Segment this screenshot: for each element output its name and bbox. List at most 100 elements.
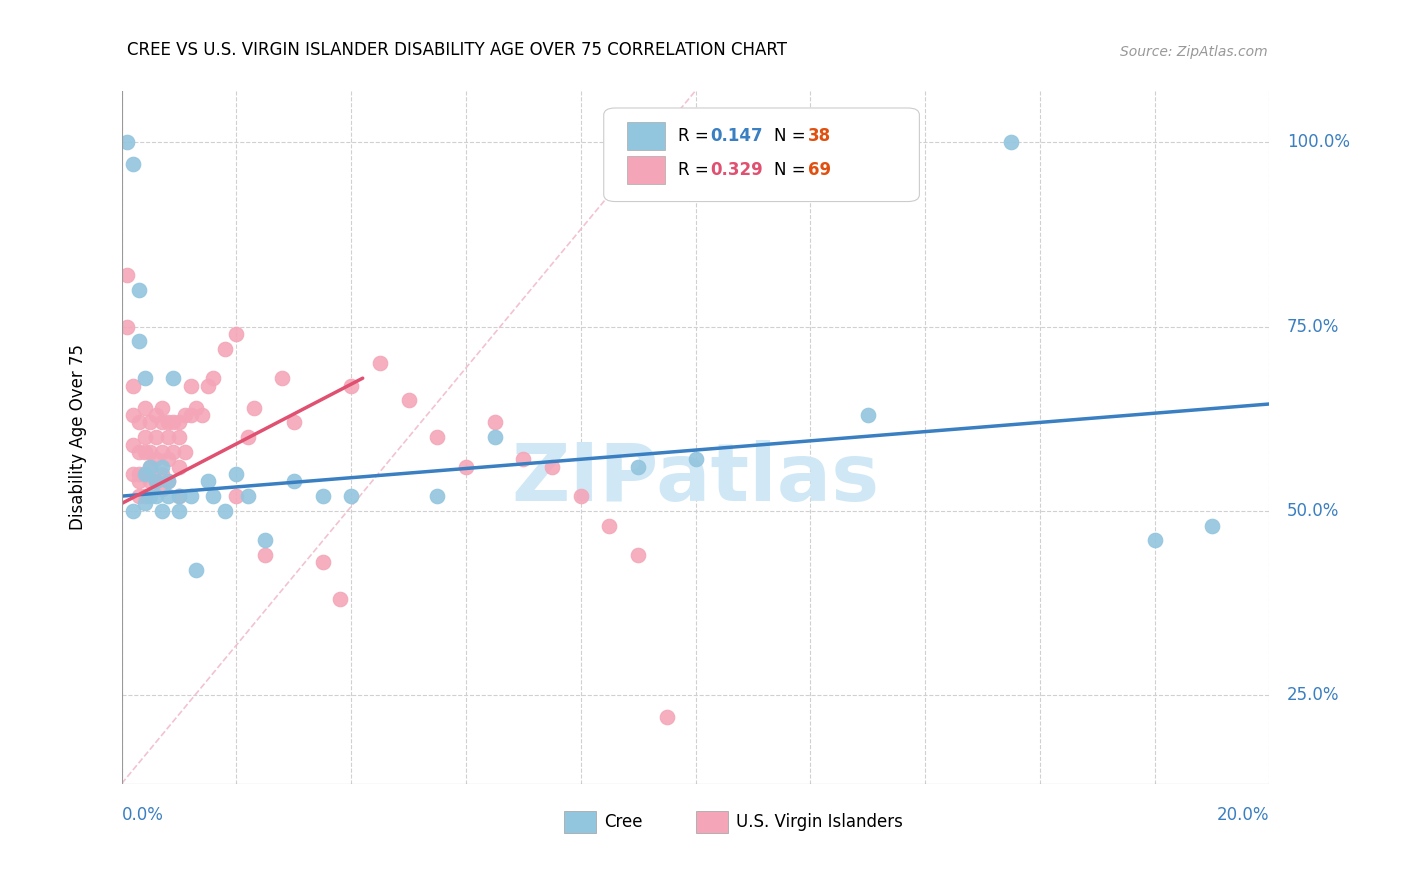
Point	[186, 563, 208, 577]
Point	[134, 467, 156, 481]
Point	[236, 489, 259, 503]
FancyBboxPatch shape	[603, 108, 920, 202]
Text: Source: ZipAtlas.com: Source: ZipAtlas.com	[1119, 45, 1267, 60]
Point	[271, 371, 294, 385]
Point	[122, 467, 145, 481]
Point	[569, 489, 592, 503]
Point	[214, 342, 236, 356]
Point	[150, 467, 173, 481]
Point	[150, 401, 173, 415]
Point	[139, 489, 162, 503]
Point	[145, 489, 167, 503]
Text: N =: N =	[773, 127, 810, 145]
Point	[156, 475, 179, 489]
Point	[122, 378, 145, 392]
Point	[236, 430, 259, 444]
Point	[128, 489, 150, 503]
Point	[167, 489, 190, 503]
Point	[134, 401, 156, 415]
Point	[134, 467, 156, 481]
Text: 50.0%: 50.0%	[1286, 502, 1339, 520]
Point	[368, 356, 391, 370]
Point	[214, 504, 236, 518]
Point	[145, 452, 167, 467]
Point	[139, 445, 162, 459]
Point	[167, 504, 190, 518]
Point	[340, 489, 363, 503]
FancyBboxPatch shape	[564, 811, 596, 833]
Point	[1000, 135, 1022, 149]
Point	[156, 430, 179, 444]
Text: 0.147: 0.147	[710, 127, 763, 145]
Point	[311, 556, 333, 570]
Point	[856, 408, 879, 422]
Text: Cree: Cree	[603, 813, 643, 830]
Text: 38: 38	[808, 127, 831, 145]
Point	[329, 592, 352, 607]
Point	[145, 475, 167, 489]
Point	[150, 416, 173, 430]
Point	[541, 459, 564, 474]
Point	[122, 437, 145, 451]
Point	[167, 459, 190, 474]
Point	[283, 416, 305, 430]
Point	[225, 489, 247, 503]
Point	[117, 319, 139, 334]
Point	[627, 548, 650, 562]
Point	[150, 459, 173, 474]
Point	[685, 452, 707, 467]
Point	[122, 157, 145, 171]
Point	[156, 489, 179, 503]
Point	[150, 482, 173, 496]
Text: N =: N =	[773, 161, 810, 179]
Point	[627, 459, 650, 474]
Point	[134, 496, 156, 510]
Text: R =: R =	[678, 161, 714, 179]
Point	[340, 378, 363, 392]
Point	[117, 135, 139, 149]
Point	[242, 401, 264, 415]
Point	[254, 533, 277, 548]
Point	[186, 401, 208, 415]
Point	[283, 475, 305, 489]
Point	[162, 416, 184, 430]
Point	[167, 416, 190, 430]
Point	[156, 452, 179, 467]
Point	[167, 489, 190, 503]
Point	[134, 430, 156, 444]
Point	[156, 416, 179, 430]
Point	[426, 430, 449, 444]
Point	[117, 268, 139, 282]
Text: 20.0%: 20.0%	[1218, 805, 1270, 823]
Point	[1201, 518, 1223, 533]
Point	[156, 475, 179, 489]
Point	[139, 459, 162, 474]
Point	[128, 416, 150, 430]
Point	[655, 710, 678, 724]
Point	[173, 445, 195, 459]
Point	[134, 445, 156, 459]
Point	[180, 408, 202, 422]
Point	[128, 475, 150, 489]
Text: CREE VS U.S. VIRGIN ISLANDER DISABILITY AGE OVER 75 CORRELATION CHART: CREE VS U.S. VIRGIN ISLANDER DISABILITY …	[128, 42, 787, 60]
Point	[197, 475, 219, 489]
FancyBboxPatch shape	[627, 122, 665, 150]
Text: 25.0%: 25.0%	[1286, 686, 1339, 704]
Point	[139, 459, 162, 474]
Point	[311, 489, 333, 503]
Point	[191, 408, 214, 422]
Text: ZIPatlas: ZIPatlas	[512, 440, 880, 517]
Point	[202, 371, 225, 385]
Point	[598, 518, 620, 533]
Point	[122, 408, 145, 422]
Text: 0.329: 0.329	[710, 161, 763, 179]
Point	[225, 467, 247, 481]
Point	[145, 475, 167, 489]
Text: R =: R =	[678, 127, 714, 145]
Point	[173, 408, 195, 422]
Point	[134, 489, 156, 503]
Point	[454, 459, 477, 474]
Point	[162, 371, 184, 385]
Text: 75.0%: 75.0%	[1286, 318, 1339, 335]
Point	[254, 548, 277, 562]
